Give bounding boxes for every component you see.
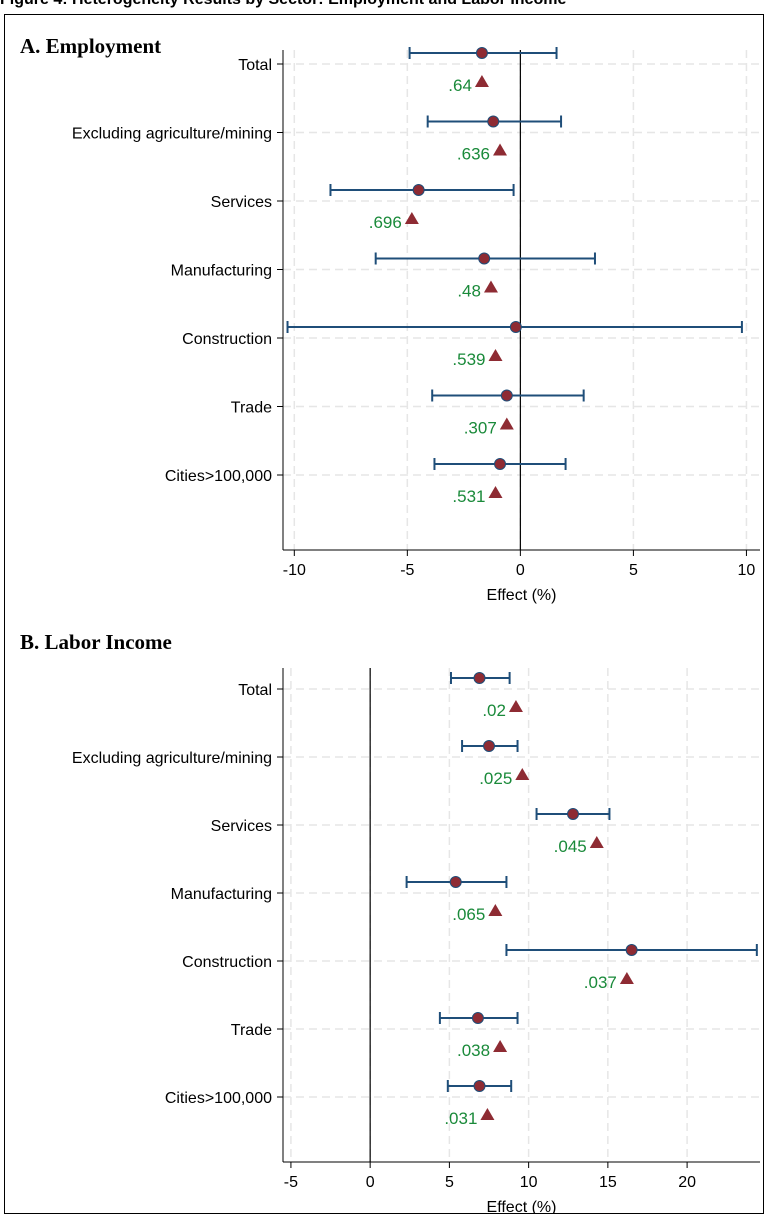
triangle-marker — [589, 836, 604, 848]
estimate-point — [478, 252, 491, 265]
x-axis-title: Effect (%) — [487, 1199, 557, 1214]
triangle-label: .045 — [554, 837, 587, 856]
category-label-services: Services — [211, 194, 272, 211]
category-label-excluding-agriculture-mining: Excluding agriculture/mining — [72, 126, 272, 143]
triangle-label: .48 — [457, 282, 481, 301]
category-label-total: Total — [238, 682, 272, 699]
figure-caption: Figure 4: Heterogeneity Results by Secto… — [0, 0, 765, 11]
x-tick-label: 10 — [520, 1174, 538, 1191]
category-label-construction: Construction — [182, 331, 272, 348]
x-tick-label: 10 — [738, 562, 756, 579]
x-axis-title: Effect (%) — [487, 587, 557, 604]
triangle-marker — [619, 972, 634, 984]
triangle-marker — [474, 75, 489, 87]
estimate-point — [412, 184, 425, 196]
triangle-label: .531 — [452, 487, 485, 506]
triangle-marker — [483, 280, 498, 293]
triangle-label: .038 — [457, 1041, 490, 1060]
estimate-point — [483, 740, 496, 752]
triangle-label: .02 — [482, 701, 506, 720]
category-label-trade: Trade — [231, 400, 272, 417]
category-label-manufacturing: Manufacturing — [171, 886, 272, 903]
estimate-point — [567, 808, 580, 820]
triangle-label: .64 — [448, 76, 472, 95]
estimate-point — [625, 944, 638, 956]
triangle-marker — [499, 417, 514, 430]
estimate-point — [487, 115, 500, 128]
category-label-manufacturing: Manufacturing — [171, 263, 272, 280]
x-tick-label: 5 — [445, 1174, 454, 1191]
category-label-cities-100-000: Cities>100,000 — [165, 1090, 272, 1107]
triangle-marker — [515, 768, 530, 780]
triangle-marker — [508, 700, 523, 712]
triangle-label: .031 — [444, 1109, 477, 1128]
estimate-point — [473, 672, 486, 684]
triangle-marker — [493, 143, 508, 156]
triangle-label: .307 — [464, 419, 497, 438]
estimate-point — [509, 321, 522, 333]
triangle-marker — [488, 486, 503, 498]
estimate-point — [475, 47, 488, 59]
triangle-label: .636 — [457, 145, 490, 164]
category-label-total: Total — [238, 57, 272, 74]
triangle-marker — [404, 212, 419, 224]
category-label-excluding-agriculture-mining: Excluding agriculture/mining — [72, 750, 272, 767]
triangle-label: .696 — [369, 213, 402, 232]
employment-chart: -10 -5 0 5 10 Effect (%) Total Excluding agricu… — [72, 47, 760, 604]
category-label-construction: Construction — [182, 954, 272, 971]
triangle-marker — [488, 904, 503, 916]
x-tick-label: -10 — [283, 562, 306, 579]
x-tick-label: 0 — [366, 1174, 375, 1191]
estimate-point — [449, 876, 462, 888]
x-tick-label: -5 — [284, 1174, 298, 1191]
estimate-point — [473, 1080, 486, 1092]
x-tick-label: 15 — [599, 1174, 617, 1191]
x-tick-label: 0 — [516, 562, 525, 579]
category-label-services: Services — [211, 818, 272, 835]
triangle-label: .065 — [452, 905, 485, 924]
triangle-marker — [493, 1040, 508, 1052]
triangle-label: .037 — [584, 973, 617, 992]
x-tick-label: -5 — [400, 562, 414, 579]
triangle-label: .025 — [479, 769, 512, 788]
category-label-cities-100-000: Cities>100,000 — [165, 468, 272, 485]
triangle-label: .539 — [452, 350, 485, 369]
panel-title-employment: A. Employment — [20, 34, 162, 58]
labor-income-chart: -5 0 5 10 15 20 Effect (%) Total Excluding agric… — [72, 668, 760, 1214]
category-label-trade: Trade — [231, 1022, 272, 1039]
x-tick-label: 20 — [678, 1174, 696, 1191]
triangle-marker — [488, 349, 503, 361]
estimate-point — [500, 389, 513, 402]
panel-title-labor-income: B. Labor Income — [20, 630, 172, 654]
x-tick-label: 5 — [629, 562, 638, 579]
estimate-point — [494, 458, 507, 470]
triangle-marker — [480, 1108, 495, 1120]
estimate-point — [471, 1012, 484, 1024]
